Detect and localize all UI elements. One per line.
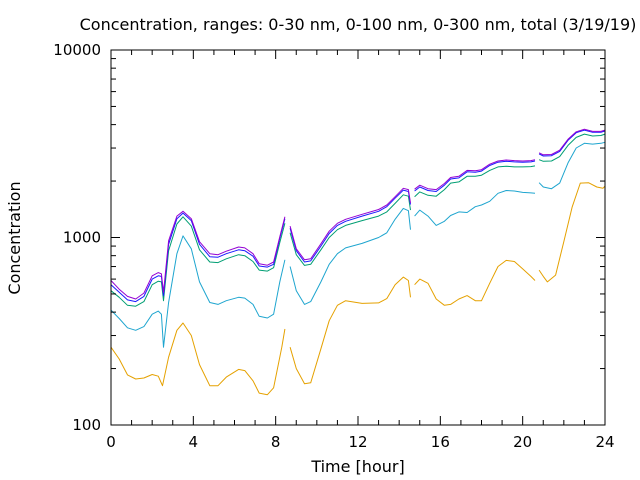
series-5-line-segment-4: [538, 128, 606, 156]
series-5: [110, 128, 606, 300]
axes-layer: 0 4 8 12 16 20 24 100 1000 10000: [53, 41, 614, 451]
series-3-line-segment-1: [110, 216, 286, 307]
x-tick-label: 24: [595, 433, 614, 451]
series-4-line-segment-4: [538, 129, 606, 157]
chart-title: Concentration, ranges: 0-30 nm, 0-100 nm…: [80, 15, 637, 34]
series-5-line-segment-2: [289, 187, 411, 261]
series-4-line-segment-2: [289, 189, 411, 263]
series-2-line-segment-1: [110, 235, 286, 348]
x-tick-label: 0: [106, 433, 116, 451]
series-3-line-segment-3: [414, 165, 536, 198]
series-2-line-segment-2: [289, 207, 411, 305]
series-1-line-segment-1: [110, 322, 286, 396]
series-3-line-segment-4: [538, 133, 606, 162]
y-axis-label: Concentration: [5, 181, 24, 294]
x-tick-label: 16: [431, 433, 450, 451]
x-tick-label: 4: [189, 433, 199, 451]
series-3: [110, 133, 606, 307]
series-4-line-segment-1: [110, 212, 286, 303]
series-2-line-segment-4: [538, 141, 606, 190]
series-1-line-segment-2: [289, 276, 411, 385]
series-4-line-segment-3: [414, 160, 536, 192]
plot-frame: [110, 49, 606, 426]
x-tick-label: 8: [271, 433, 281, 451]
series-layer: [110, 128, 606, 396]
series-5-line-segment-3: [414, 159, 536, 191]
y-tick-label: 1000: [63, 229, 101, 247]
series-2: [110, 141, 606, 348]
series-3-line-segment-2: [289, 194, 411, 266]
y-tick-label: 10000: [53, 41, 101, 59]
series-5-line-segment-1: [110, 210, 286, 300]
x-tick-label: 12: [348, 433, 367, 451]
x-axis-label: Time [hour]: [310, 457, 404, 476]
series-1-line-segment-3: [414, 259, 536, 306]
series-1-line-segment-4: [538, 182, 606, 283]
series-1: [110, 182, 606, 396]
series-4: [110, 129, 606, 303]
series-2-line-segment-3: [414, 190, 536, 226]
y-tick-label: 100: [72, 416, 101, 434]
x-tick-label: 20: [513, 433, 532, 451]
